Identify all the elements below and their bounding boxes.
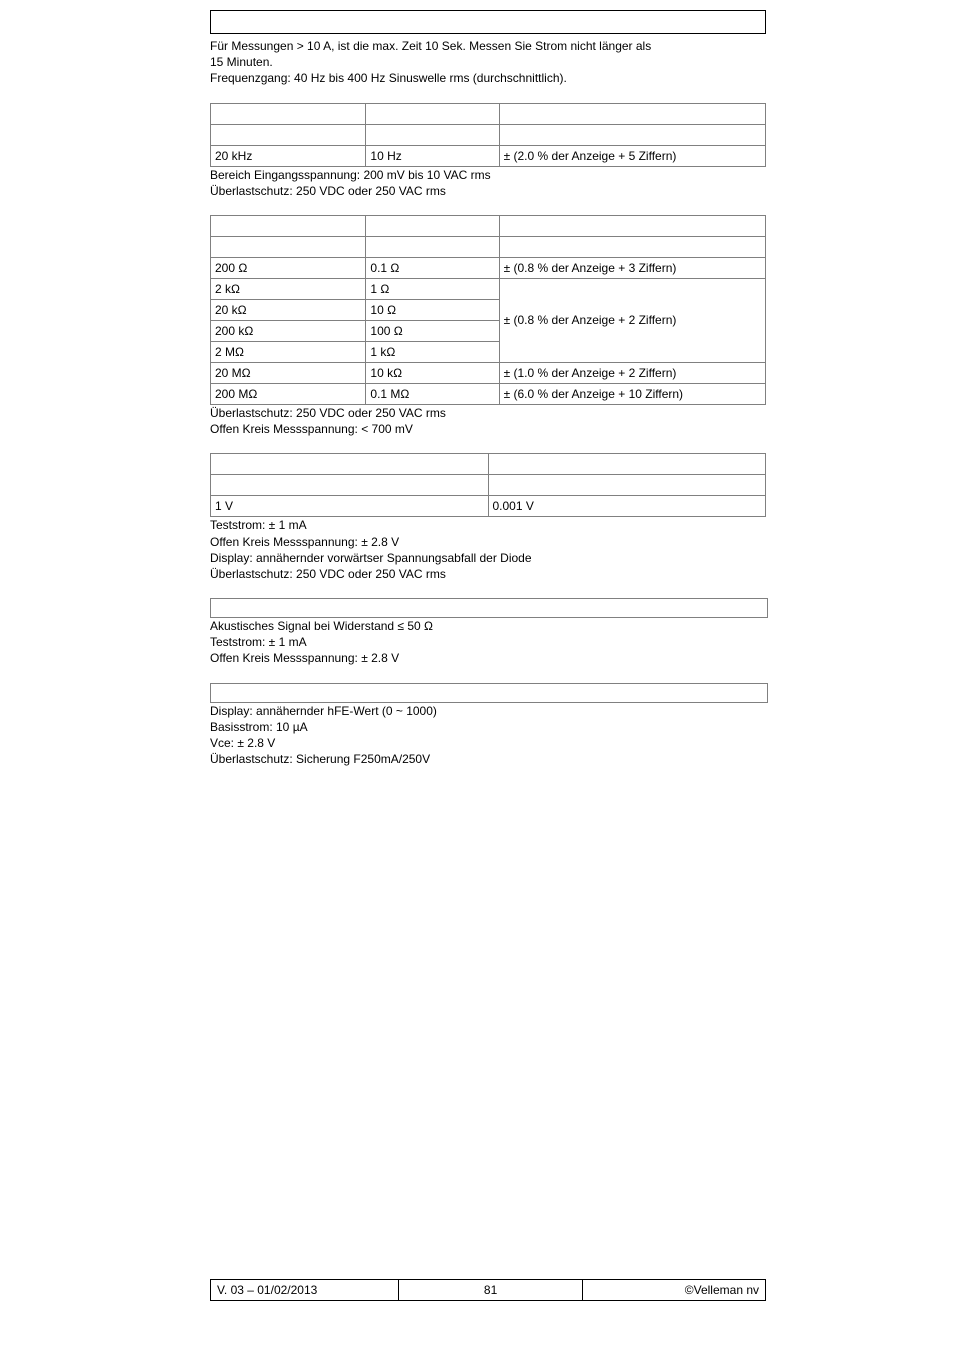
vce: Vce: ± 2.8 V	[210, 736, 275, 750]
continuity-header-box	[210, 598, 768, 618]
range-cell: 20 kΩ	[211, 299, 366, 320]
resolution-cell: 0.1 Ω	[366, 257, 499, 278]
note-line1: Für Messungen > 10 A, ist die max. Zeit …	[210, 39, 651, 53]
resolution-cell: 100 Ω	[366, 320, 499, 341]
diode-table: 1 V 0.001 V	[210, 453, 766, 517]
freq-table-notes: Bereich Eingangsspannung: 200 mV bis 10 …	[210, 167, 766, 199]
overload-protection: Überlastschutz: 250 VDC oder 250 VAC rms	[210, 184, 446, 198]
current-measurement-note: Für Messungen > 10 A, ist die max. Zeit …	[210, 38, 766, 87]
resolution-cell: 1 kΩ	[366, 341, 499, 362]
resolution-cell: 0.001 V	[488, 496, 766, 517]
range-cell: 1 V	[211, 496, 489, 517]
header-box	[210, 10, 766, 34]
input-voltage-range: Bereich Eingangsspannung: 200 mV bis 10 …	[210, 168, 491, 182]
accuracy-cell: ± (6.0 % der Anzeige + 10 Ziffern)	[499, 383, 765, 404]
continuity-notes: Akustisches Signal bei Widerstand ≤ 50 Ω…	[210, 618, 766, 667]
resistance-table: 200 Ω 0.1 Ω ± (0.8 % der Anzeige + 3 Zif…	[210, 215, 766, 405]
table-row: 200 MΩ 0.1 MΩ ± (6.0 % der Anzeige + 10 …	[211, 383, 766, 404]
table-header-blank	[211, 475, 766, 496]
footer-page: 81	[399, 1280, 582, 1301]
range-cell: 2 kΩ	[211, 278, 366, 299]
freq-response: Frequenzgang: 40 Hz bis 400 Hz Sinuswell…	[210, 71, 567, 85]
table-row: 20 MΩ 10 kΩ ± (1.0 % der Anzeige + 2 Zif…	[211, 362, 766, 383]
transistor-notes: Display: annähernder hFE-Wert (0 ~ 1000)…	[210, 703, 766, 768]
page-footer: V. 03 – 01/02/2013 81 ©Velleman nv	[210, 1277, 766, 1301]
resolution-cell: 0.1 MΩ	[366, 383, 499, 404]
resistance-table-notes: Überlastschutz: 250 VDC oder 250 VAC rms…	[210, 405, 766, 437]
range-cell: 200 MΩ	[211, 383, 366, 404]
resolution-cell: 10 Ω	[366, 299, 499, 320]
open-circuit-voltage: Offen Kreis Messspannung: ± 2.8 V	[210, 651, 399, 665]
accuracy-cell: ± (1.0 % der Anzeige + 2 Ziffern)	[499, 362, 765, 383]
footer-version: V. 03 – 01/02/2013	[211, 1280, 399, 1301]
acoustic-signal: Akustisches Signal bei Widerstand ≤ 50 Ω	[210, 619, 433, 633]
overload-protection: Überlastschutz: Sicherung F250mA/250V	[210, 752, 430, 766]
frequency-table: 20 kHz 10 Hz ± (2.0 % der Anzeige + 5 Zi…	[210, 103, 766, 167]
range-cell: 2 MΩ	[211, 341, 366, 362]
overload-protection: Überlastschutz: 250 VDC oder 250 VAC rms	[210, 567, 446, 581]
test-current: Teststrom: ± 1 mA	[210, 518, 307, 532]
range-cell: 20 kHz	[211, 145, 366, 166]
table-header-blank	[211, 215, 766, 236]
range-cell: 20 MΩ	[211, 362, 366, 383]
table-header-blank	[211, 103, 766, 124]
resolution-cell: 1 Ω	[366, 278, 499, 299]
note-line2: 15 Minuten.	[210, 55, 273, 69]
table-row: 2 kΩ 1 Ω ± (0.8 % der Anzeige + 2 Ziffer…	[211, 278, 766, 299]
test-current: Teststrom: ± 1 mA	[210, 635, 307, 649]
accuracy-cell: ± (0.8 % der Anzeige + 2 Ziffern)	[499, 278, 765, 362]
overload-protection: Überlastschutz: 250 VDC oder 250 VAC rms	[210, 406, 446, 420]
diode-table-notes: Teststrom: ± 1 mA Offen Kreis Messspannu…	[210, 517, 766, 582]
resolution-cell: 10 Hz	[366, 145, 499, 166]
display-hfe: Display: annähernder hFE-Wert (0 ~ 1000)	[210, 704, 437, 718]
accuracy-cell: ± (2.0 % der Anzeige + 5 Ziffern)	[499, 145, 765, 166]
range-cell: 200 kΩ	[211, 320, 366, 341]
table-row: 1 V 0.001 V	[211, 496, 766, 517]
open-circuit-voltage: Offen Kreis Messspannung: < 700 mV	[210, 422, 413, 436]
open-circuit-voltage: Offen Kreis Messspannung: ± 2.8 V	[210, 535, 399, 549]
table-header-blank	[211, 236, 766, 257]
transistor-header-box	[210, 683, 768, 703]
table-row: 20 kHz 10 Hz ± (2.0 % der Anzeige + 5 Zi…	[211, 145, 766, 166]
base-current: Basisstrom: 10 µA	[210, 720, 308, 734]
accuracy-cell: ± (0.8 % der Anzeige + 3 Ziffern)	[499, 257, 765, 278]
range-cell: 200 Ω	[211, 257, 366, 278]
display-note: Display: annähernder vorwärtser Spannung…	[210, 551, 532, 565]
footer-copyright: ©Velleman nv	[582, 1280, 765, 1301]
table-header-blank	[211, 454, 766, 475]
table-row: 200 Ω 0.1 Ω ± (0.8 % der Anzeige + 3 Zif…	[211, 257, 766, 278]
resolution-cell: 10 kΩ	[366, 362, 499, 383]
table-header-blank	[211, 124, 766, 145]
